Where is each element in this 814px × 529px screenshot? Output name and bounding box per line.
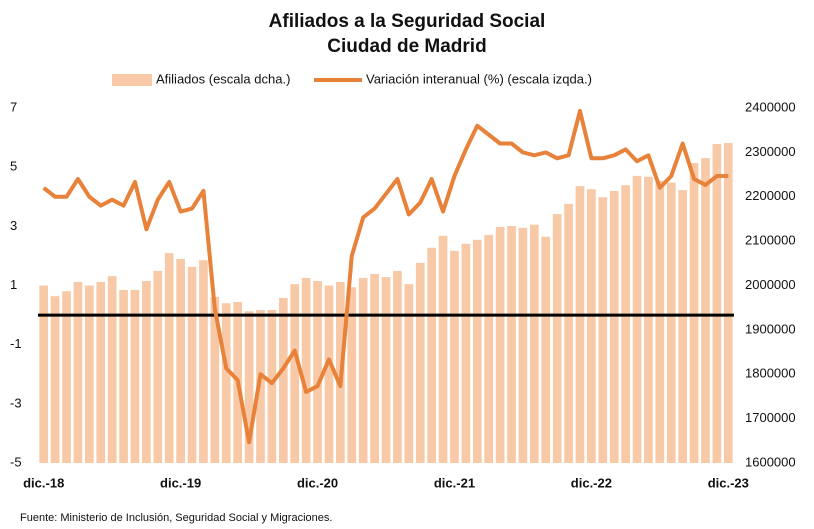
bar	[62, 291, 71, 463]
line	[42, 108, 729, 445]
bar	[632, 175, 642, 464]
bar	[427, 247, 436, 463]
bar	[347, 287, 357, 463]
bar	[50, 296, 60, 463]
x-tick-label: dic.-21	[434, 475, 475, 490]
bar	[529, 224, 539, 463]
bar	[187, 266, 197, 463]
y-tick-label: -1	[10, 336, 22, 351]
bar	[415, 262, 425, 463]
y2-tick-label: 2300000	[745, 144, 796, 159]
bar	[587, 189, 596, 464]
bar	[153, 270, 163, 463]
y-tick-label: 1	[10, 277, 17, 292]
bar	[358, 277, 368, 463]
y-tick-label: -5	[10, 454, 22, 469]
bar	[96, 281, 106, 463]
x-tick-label: dic.-18	[23, 475, 64, 490]
bar	[381, 277, 391, 463]
bar	[85, 285, 94, 463]
bar	[472, 239, 482, 463]
bar	[518, 227, 528, 463]
x-tick-label: dic.-19	[160, 475, 201, 490]
legend-label: Afiliados (escala dcha.)	[156, 71, 290, 86]
bar	[723, 143, 733, 463]
x-tick-label: dic.-23	[708, 475, 749, 490]
bar	[199, 260, 208, 463]
bar	[575, 186, 585, 463]
bar	[644, 176, 653, 463]
y2-tick-label: 1800000	[745, 366, 796, 381]
bar	[267, 309, 277, 463]
legend-swatch	[112, 74, 152, 86]
bar	[404, 284, 414, 463]
chart-title: Afiliados a la Seguridad Social	[269, 11, 546, 32]
x-tick-label: dic.-20	[297, 475, 338, 490]
bar	[313, 281, 322, 463]
bar	[701, 158, 710, 464]
bar	[256, 309, 265, 463]
bar	[107, 276, 117, 463]
bar	[678, 190, 687, 463]
bar	[130, 289, 140, 463]
bar	[244, 311, 254, 463]
bar	[324, 285, 334, 463]
bar	[221, 303, 231, 463]
bar	[301, 277, 311, 463]
bar	[564, 203, 573, 463]
bar	[142, 281, 151, 463]
y-tick-label: 7	[10, 99, 17, 114]
bar	[461, 243, 471, 463]
bar	[655, 180, 665, 463]
y2-tick-label: 2200000	[745, 188, 796, 203]
y2-tick-label: 2400000	[745, 99, 796, 114]
y-tick-label: -3	[10, 395, 22, 410]
x-tick-label: dic.-22	[571, 475, 612, 490]
bar	[438, 235, 448, 463]
bar	[176, 258, 185, 463]
bar	[495, 226, 505, 463]
y2-tick-label: 1600000	[745, 454, 796, 469]
bar	[598, 197, 608, 463]
bar	[119, 289, 128, 463]
bar	[552, 214, 562, 463]
bar	[507, 226, 516, 463]
bar	[609, 190, 619, 463]
legend-label: Variación interanual (%) (escala izqda.)	[366, 71, 592, 86]
y2-tick-label: 2100000	[745, 233, 796, 248]
bar	[712, 143, 722, 463]
bar	[39, 285, 49, 463]
bar	[621, 185, 630, 463]
bar	[164, 253, 174, 463]
bar	[450, 250, 459, 463]
bar	[666, 182, 676, 464]
y2-tick-label: 2000000	[745, 277, 796, 292]
y-tick-label: 3	[10, 218, 17, 233]
y2-tick-label: 1700000	[745, 410, 796, 425]
bar	[689, 163, 699, 463]
bar	[370, 273, 379, 463]
bar	[73, 281, 83, 463]
source: Fuente: Ministerio de Inclusión, Segurid…	[20, 512, 332, 524]
bar	[278, 297, 288, 463]
bar	[393, 270, 402, 463]
chart-title: Ciudad de Madrid	[327, 36, 486, 57]
bar	[484, 234, 494, 463]
y2-tick-label: 1900000	[745, 321, 796, 336]
y-tick-label: 5	[10, 159, 17, 174]
bar	[210, 297, 220, 463]
bar	[541, 236, 551, 463]
bar	[290, 284, 300, 463]
